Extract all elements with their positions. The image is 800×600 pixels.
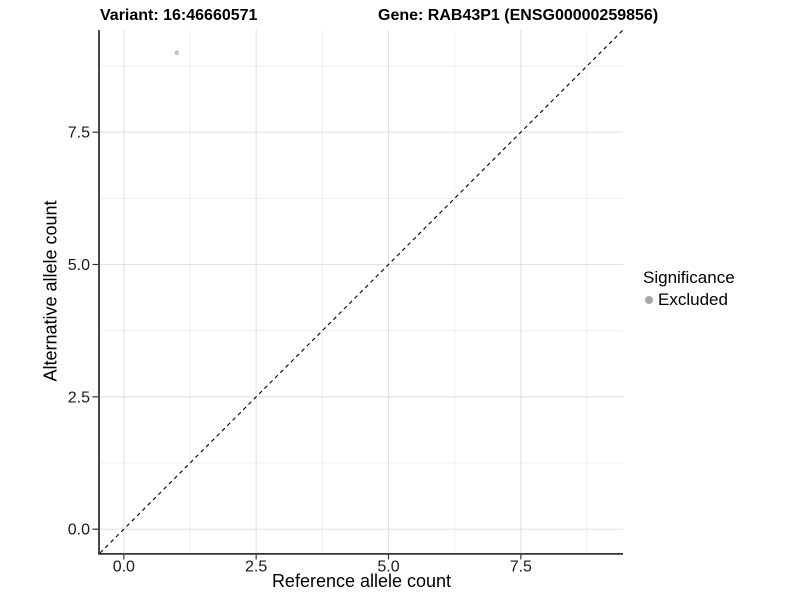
data-point [174,50,180,56]
legend-title: Significance [643,268,735,287]
x-tick-label: 2.5 [245,559,267,576]
y-axis-title: Alternative allele count [40,200,61,382]
excluded-point-icon [645,295,653,304]
legend-item-label: Excluded [658,290,728,309]
x-axis-title: Reference allele count [271,571,452,591]
identity-line [99,29,624,554]
x-tick-label: 0.0 [113,559,135,576]
legend-item-excluded: Excluded [641,289,735,310]
variant-title: Variant: 16:46660571 [100,7,258,24]
x-tick-label: 7.5 [510,559,532,576]
y-tick-label: 5.0 [68,257,90,274]
x-tick-label: 5.0 [377,559,399,576]
y-tick-label: 7.5 [68,125,90,142]
legend: Significance Excluded [641,267,735,310]
y-tick-label: 0.0 [68,522,90,539]
gene-title: Gene: RAB43P1 (ENSG00000259856) [378,7,659,24]
y-tick-label: 2.5 [68,389,90,406]
